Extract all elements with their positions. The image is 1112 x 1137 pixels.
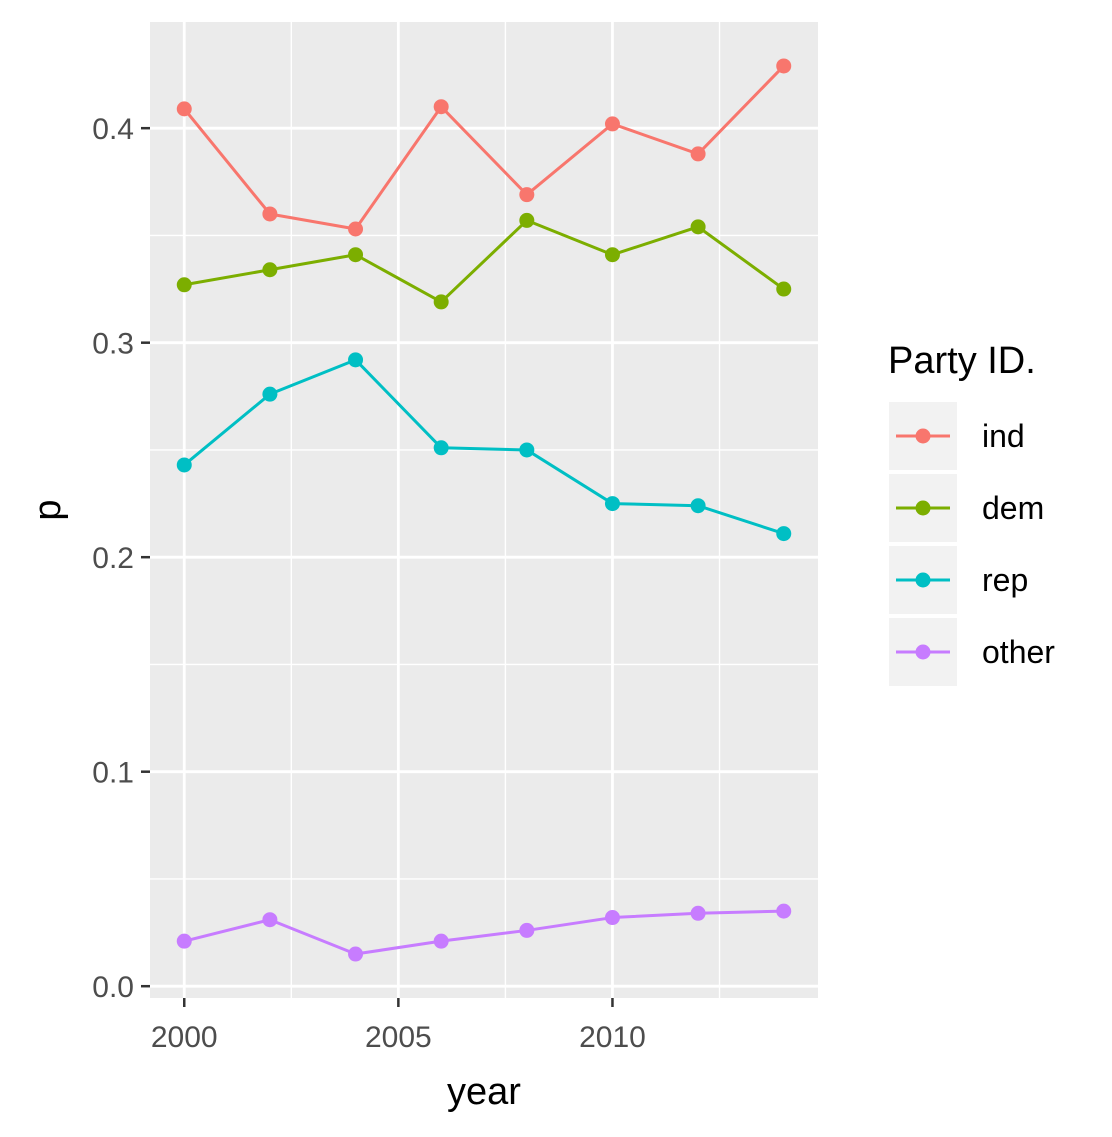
legend-label: rep — [982, 562, 1028, 598]
y-tick-label: 0.4 — [92, 113, 134, 146]
x-tick-label: 2005 — [365, 1021, 432, 1054]
y-tick-label: 0.0 — [92, 971, 134, 1004]
data-point-rep — [348, 352, 364, 368]
data-point-other — [262, 912, 278, 928]
data-point-ind — [690, 146, 706, 162]
data-point-ind — [348, 221, 364, 237]
data-point-ind — [604, 116, 620, 132]
data-point-dem — [604, 247, 620, 263]
plot-panel — [150, 22, 818, 998]
x-axis-title: year — [447, 1071, 521, 1113]
series-dem — [176, 212, 792, 310]
data-point-rep — [519, 442, 535, 458]
data-point-ind — [176, 101, 192, 117]
data-point-rep — [776, 526, 792, 542]
legend-key-point — [915, 572, 931, 588]
data-point-other — [776, 903, 792, 919]
data-point-other — [176, 933, 192, 949]
legend-label: dem — [982, 490, 1044, 526]
y-tick-label: 0.2 — [92, 542, 134, 575]
data-point-other — [690, 905, 706, 921]
legend-key-point — [915, 644, 931, 660]
data-point-rep — [176, 457, 192, 473]
y-tick-label: 0.3 — [92, 328, 134, 361]
data-point-ind — [519, 187, 535, 203]
y-tick-label: 0.1 — [92, 757, 134, 790]
data-point-ind — [433, 99, 449, 115]
data-point-dem — [262, 262, 278, 278]
x-axis: 2000 2005 2010 — [151, 998, 646, 1054]
legend-key-point — [915, 500, 931, 516]
series-rep — [176, 352, 792, 542]
legend: Party ID. ind dem rep other — [888, 340, 1055, 686]
data-point-other — [348, 946, 364, 962]
legend-item-other: other — [889, 618, 1055, 686]
major-gridlines — [150, 22, 818, 998]
series-line-rep — [183, 358, 785, 536]
data-point-rep — [433, 440, 449, 456]
data-point-other — [433, 933, 449, 949]
data-point-dem — [433, 294, 449, 310]
data-point-ind — [262, 206, 278, 222]
data-point-dem — [690, 219, 706, 235]
data-point-dem — [776, 281, 792, 297]
legend-key-point — [915, 428, 931, 444]
series-other — [176, 903, 792, 962]
data-point-rep — [604, 496, 620, 512]
legend-item-ind: ind — [889, 402, 1025, 470]
x-tick-label: 2000 — [151, 1021, 218, 1054]
data-point-other — [519, 922, 535, 938]
x-tick-label: 2010 — [579, 1021, 646, 1054]
data-point-dem — [519, 212, 535, 228]
legend-item-rep: rep — [889, 546, 1028, 614]
data-point-ind — [776, 58, 792, 74]
legend-title: Party ID. — [888, 340, 1036, 382]
y-axis: 0.0 0.1 0.2 0.3 0.4 — [92, 113, 150, 1004]
legend-item-dem: dem — [889, 474, 1044, 542]
series-line-other — [183, 909, 784, 956]
series-ind — [176, 58, 792, 237]
data-point-dem — [176, 277, 192, 293]
data-point-rep — [690, 498, 706, 514]
series-line-ind — [183, 64, 785, 231]
legend-label: ind — [982, 418, 1025, 454]
legend-label: other — [982, 634, 1055, 670]
series-line-dem — [183, 218, 785, 304]
y-axis-title: p — [27, 499, 69, 520]
series-layer — [176, 58, 792, 962]
data-point-other — [604, 910, 620, 926]
data-point-dem — [348, 247, 364, 263]
data-point-rep — [262, 386, 278, 402]
